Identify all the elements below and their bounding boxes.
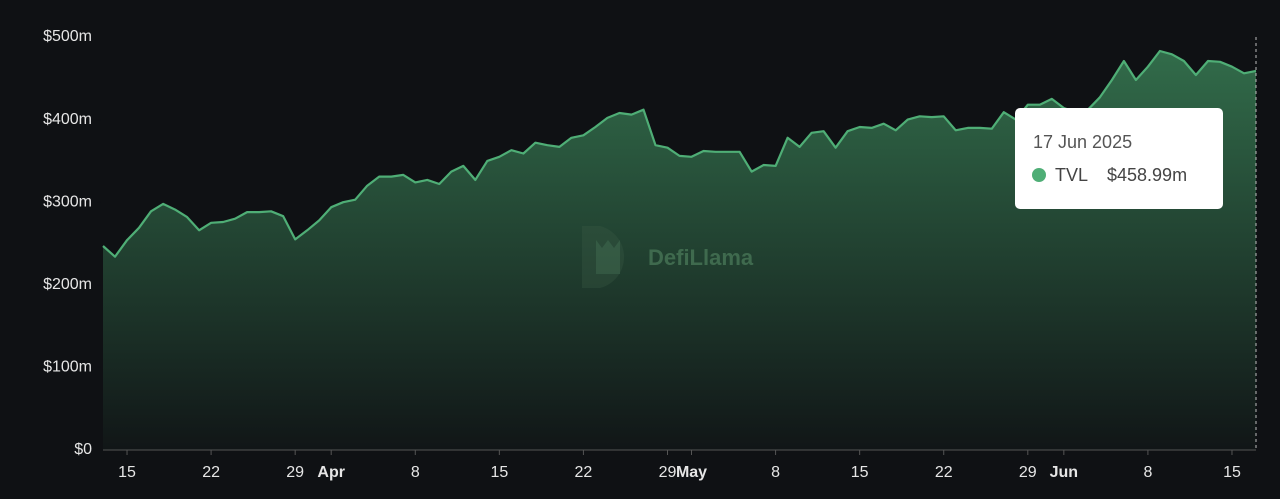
x-tick-label: 29 <box>286 464 304 481</box>
x-tick-label: Apr <box>317 464 345 481</box>
x-tick-label: Jun <box>1050 464 1078 481</box>
tooltip-series: TVL <box>1055 165 1088 185</box>
x-tick-label: 22 <box>575 464 593 481</box>
x-tick-label: 15 <box>118 464 136 481</box>
watermark: DefiLlama <box>648 245 754 270</box>
y-tick-label: $300m <box>43 193 92 210</box>
y-tick-label: $200m <box>43 276 92 293</box>
watermark-logo <box>582 226 625 288</box>
x-tick-label: 22 <box>935 464 953 481</box>
x-tick-label: 29 <box>659 464 677 481</box>
x-tick-label: 22 <box>202 464 220 481</box>
tooltip-title: 17 Jun 2025 <box>1033 132 1132 152</box>
x-tick-label: May <box>676 464 707 481</box>
tooltip: 17 Jun 2025 TVL $458.99m <box>1015 108 1223 209</box>
tooltip-marker <box>1032 168 1046 182</box>
area <box>103 51 1256 450</box>
tooltip-value: $458.99m <box>1107 165 1187 185</box>
x-tick-label: 15 <box>490 464 508 481</box>
x-tick-label: 29 <box>1019 464 1037 481</box>
plot: $0 $100m $200m $300m $400m $500m 15 22 29 Apr 8 15 2… <box>43 28 1257 481</box>
y-tick-label: $400m <box>43 111 92 128</box>
x-tick-label: 8 <box>771 464 780 481</box>
x-tick-label: 8 <box>411 464 420 481</box>
x-tick-label: 15 <box>851 464 869 481</box>
y-tick-label: $0 <box>74 441 92 458</box>
y-tick-label: $500m <box>43 28 92 45</box>
x-tick-label: 15 <box>1223 464 1241 481</box>
x-tick-label: 8 <box>1143 464 1152 481</box>
tooltip-box <box>1015 108 1223 209</box>
y-tick-label: $100m <box>43 359 92 376</box>
